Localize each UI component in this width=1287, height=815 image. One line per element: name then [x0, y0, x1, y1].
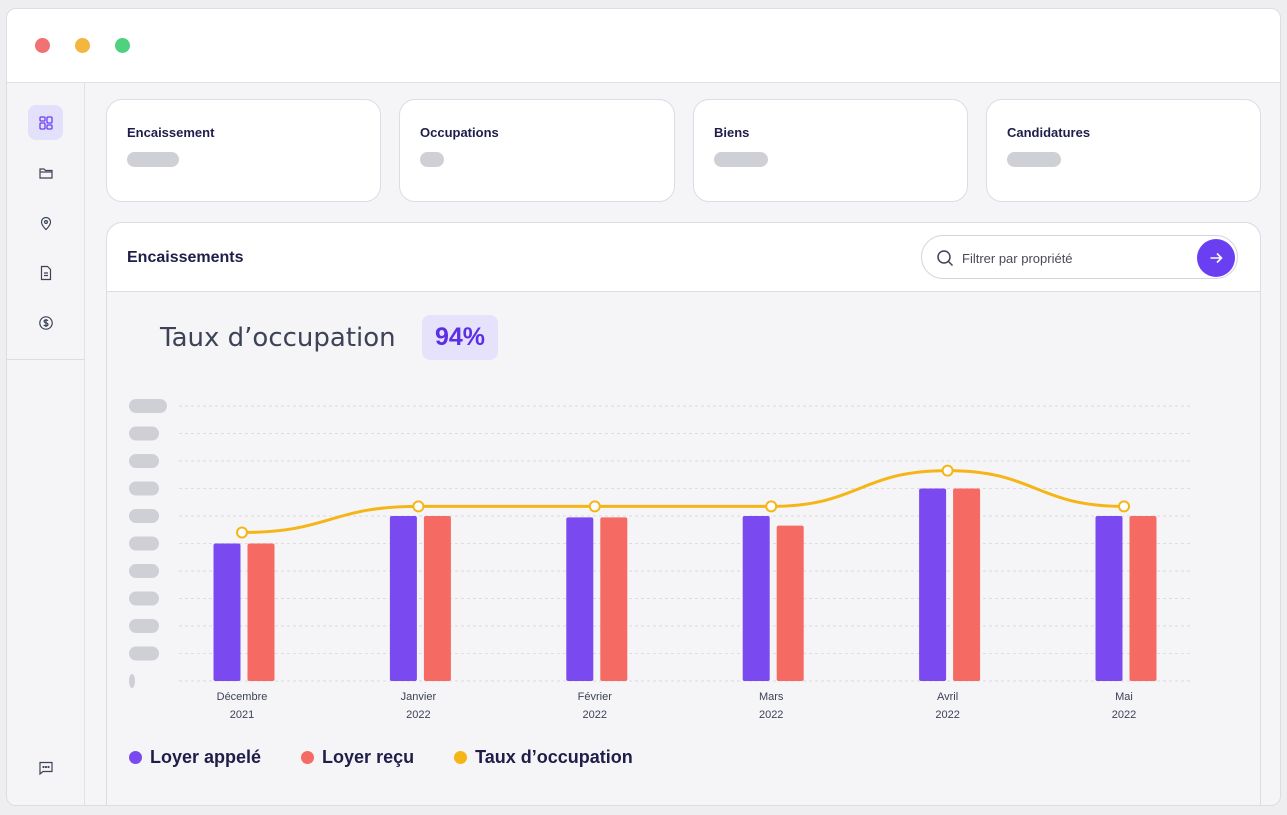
- sidebar-item-payments[interactable]: [28, 305, 63, 340]
- search-input[interactable]: [962, 247, 1182, 269]
- loading-placeholder: [127, 152, 179, 167]
- bar-loyer-recu: [600, 517, 628, 681]
- point-taux-occupation: [588, 500, 601, 513]
- close-window-button[interactable]: [35, 38, 50, 53]
- occupancy-rate-badge: 94%: [422, 315, 498, 360]
- bar-loyer-appele: [213, 543, 241, 681]
- sidebar-item-messages[interactable]: [28, 750, 63, 785]
- loading-placeholder: [420, 152, 444, 167]
- card-title: Biens: [714, 125, 750, 140]
- bar-loyer-recu: [247, 543, 275, 681]
- encaissements-chart: Décembre 2021 Janvier 2022 Février 2022 Mars 20…: [129, 399, 1192, 721]
- chat-icon: [38, 761, 53, 775]
- x-tick-year: 2022: [935, 709, 959, 721]
- sidebar-divider: [7, 359, 85, 360]
- y-tick-placeholder: [129, 536, 159, 551]
- card-encaissement[interactable]: Encaissement: [106, 99, 381, 202]
- x-tick-year: 2022: [406, 709, 430, 721]
- card-occupations[interactable]: Occupations: [399, 99, 675, 202]
- card-biens[interactable]: Biens: [693, 99, 968, 202]
- panel-header: Encaissements: [107, 223, 1260, 292]
- bar-loyer-recu: [953, 488, 981, 681]
- legend-dot: [129, 751, 142, 764]
- maximize-window-button[interactable]: [115, 38, 130, 53]
- x-tick-month: Janvier: [401, 691, 437, 703]
- property-filter: [921, 235, 1238, 279]
- bar-loyer-recu: [776, 525, 804, 681]
- x-tick-year: 2022: [759, 709, 783, 721]
- x-tick-month: Avril: [937, 691, 958, 703]
- y-tick-placeholder: [129, 481, 159, 496]
- panel-title: Encaissements: [127, 249, 244, 266]
- submit-filter-button[interactable]: [1197, 239, 1235, 277]
- chart-legend: Loyer appelé Loyer reçu Taux d’occupatio…: [129, 747, 673, 768]
- line-taux-occupation: [241, 469, 1125, 534]
- bar-loyer-appele: [742, 516, 770, 681]
- bar-loyer-appele: [566, 517, 594, 681]
- search-icon: [937, 250, 954, 267]
- dollar-coin-icon: [38, 315, 53, 330]
- encaissements-panel: Encaissements Taux d’occupation 94% Déce…: [106, 222, 1261, 805]
- legend-item-loyer-appele[interactable]: Loyer appelé: [129, 747, 261, 768]
- sidebar-item-locations[interactable]: [28, 205, 63, 240]
- loading-placeholder: [1007, 152, 1061, 167]
- loading-placeholder: [714, 152, 768, 167]
- legend-dot: [454, 751, 468, 764]
- card-title: Candidatures: [1007, 125, 1091, 140]
- y-tick-placeholder: [129, 454, 159, 468]
- y-tick-placeholder: [129, 509, 159, 523]
- legend-item-taux-occupation[interactable]: Taux d’occupation: [454, 747, 633, 768]
- grid-icon: [38, 115, 53, 130]
- point-taux-occupation: [1118, 500, 1130, 513]
- y-tick-placeholder: [129, 564, 159, 578]
- x-tick-year: 2022: [1112, 709, 1136, 721]
- bar-loyer-appele: [1095, 516, 1123, 681]
- x-tick-month: Mai: [1115, 691, 1133, 703]
- x-tick-year: 2021: [230, 709, 254, 721]
- y-tick-placeholder: [129, 674, 135, 688]
- legend-label: Taux d’occupation: [475, 747, 633, 767]
- point-taux-occupation: [236, 526, 248, 539]
- y-tick-placeholder: [129, 399, 167, 413]
- y-tick-placeholder: [129, 426, 159, 441]
- legend-label: Loyer appelé: [150, 747, 262, 767]
- arrow-right-icon: [1210, 252, 1223, 264]
- legend-item-loyer-recu[interactable]: Loyer reçu: [301, 747, 414, 768]
- app-window: Encaissement Occupations Biens Candidatu…: [6, 8, 1281, 806]
- x-tick-year: 2022: [583, 709, 607, 721]
- y-tick-placeholder: [129, 591, 159, 606]
- x-tick-month: Décembre: [217, 691, 268, 703]
- card-title: Occupations: [420, 125, 499, 140]
- x-tick-month: Mars: [759, 691, 784, 703]
- card-candidatures[interactable]: Candidatures: [986, 99, 1261, 202]
- sidebar-item-dashboard[interactable]: [28, 105, 63, 140]
- title-bar: [7, 9, 1280, 83]
- bar-loyer-recu: [423, 516, 451, 681]
- point-taux-occupation: [941, 464, 954, 477]
- y-tick-placeholder: [129, 646, 159, 661]
- folder-icon: [38, 167, 53, 179]
- point-taux-occupation: [765, 500, 778, 513]
- document-icon: [40, 265, 51, 280]
- sidebar: [7, 83, 85, 805]
- x-tick-month: Février: [578, 691, 613, 703]
- occupancy-rate-label: Taux d’occupation: [160, 323, 396, 353]
- location-pin-icon: [40, 216, 51, 230]
- minimize-window-button[interactable]: [75, 38, 90, 53]
- legend-dot: [301, 751, 315, 764]
- bar-loyer-recu: [1129, 516, 1157, 681]
- bar-loyer-appele: [919, 488, 947, 681]
- sidebar-item-documents[interactable]: [28, 255, 63, 290]
- y-tick-placeholder: [129, 619, 159, 633]
- point-taux-occupation: [412, 500, 425, 513]
- card-title: Encaissement: [127, 125, 215, 140]
- legend-label: Loyer reçu: [322, 747, 415, 767]
- sidebar-item-folders[interactable]: [28, 155, 63, 190]
- bar-loyer-appele: [389, 516, 417, 681]
